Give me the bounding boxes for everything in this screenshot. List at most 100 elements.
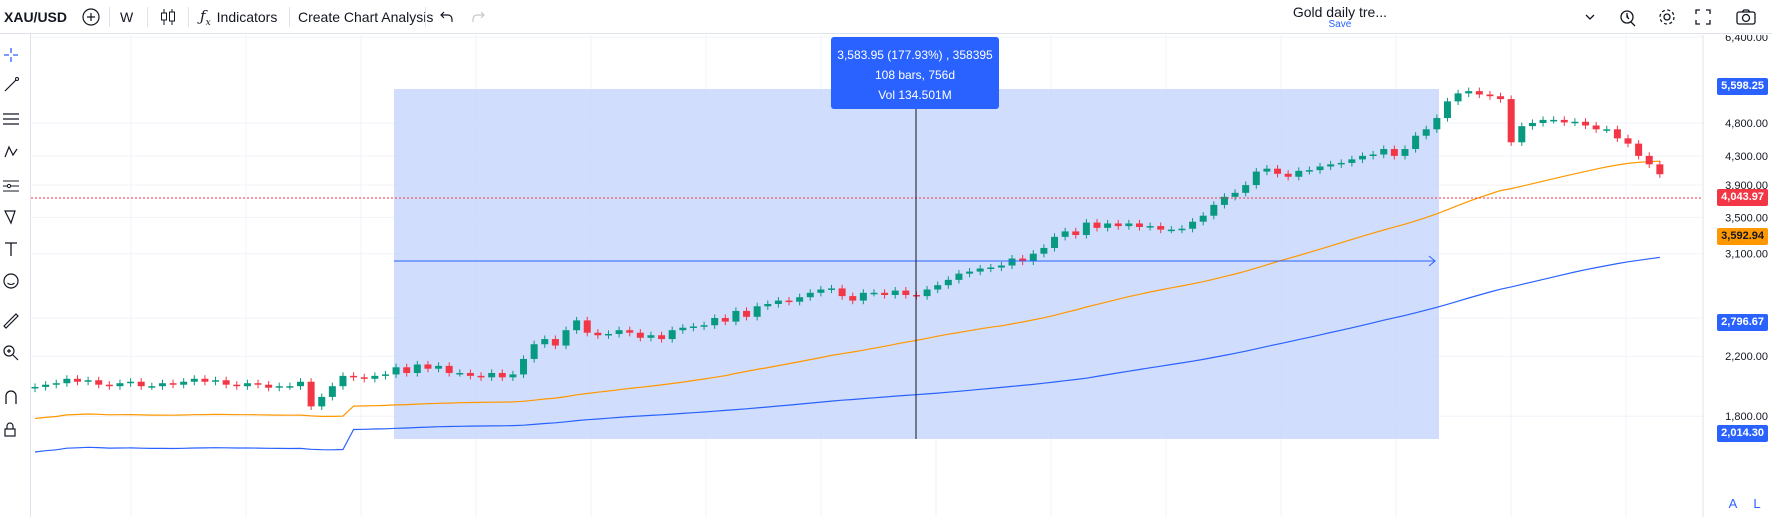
log-scale-button[interactable]: L [1753,495,1761,511]
candle-body [1486,94,1494,97]
lock-tool[interactable] [0,418,22,440]
candle-body [1539,119,1547,123]
redo-button[interactable] [470,0,488,34]
fib-tool[interactable] [0,108,22,130]
measure-volume: Vol 134.501M [878,88,952,102]
candle-body [1093,222,1101,228]
candle-body [955,273,963,280]
candle-body [1359,155,1366,160]
indicators-label: Indicators [216,9,278,25]
candle-body [753,306,761,317]
compare-symbol-button[interactable] [80,0,102,34]
emoji-tool[interactable] [0,270,22,292]
zoom-tool[interactable] [0,342,22,364]
candle-body [1252,171,1260,186]
candle-body [392,367,400,375]
gear-icon [1659,9,1675,25]
alert-button[interactable] [1617,0,1639,34]
candle-body [1189,221,1197,229]
candle-body [859,292,867,301]
fx-icon: ƒx [200,6,211,28]
ruler-tool[interactable] [0,310,22,332]
emoji-icon [3,273,19,289]
magnet-tool[interactable] [0,386,22,408]
price-tag-ma-slow: 2,796.67 [1717,314,1768,331]
indicators-button[interactable]: ƒx Indicators [200,0,277,34]
candle-body [881,292,889,295]
candle-body [838,288,846,297]
auto-scale-button[interactable]: A [1728,495,1738,511]
text-tool[interactable] [0,238,22,260]
price-tag-last: 4,043.97 [1717,189,1768,206]
fullscreen-button[interactable] [1693,0,1713,34]
candlestick-series [31,87,1664,411]
candle-body [1507,99,1515,143]
candle-body [562,330,570,346]
candle-body [1603,129,1611,131]
candle-body [137,381,145,387]
candle-body [1390,149,1398,156]
candle-body [201,378,209,382]
candle-body [52,383,60,385]
candle-body [626,330,634,333]
layout-menu-button[interactable] [1582,0,1598,34]
candle-body [976,268,984,272]
pattern-tool[interactable] [0,140,22,162]
interval-button[interactable]: W [120,9,134,25]
candle-body [1550,119,1558,122]
candle-body [1327,164,1335,167]
candle-body [902,290,910,295]
candle-body [541,339,549,345]
candle-body [63,378,71,384]
ruler-icon [3,313,19,329]
snapshot-button[interactable] [1735,0,1757,34]
candle-body [1029,253,1037,262]
crosshair-tool[interactable] [0,44,22,66]
candle-body [1019,258,1027,262]
candle-body [158,383,166,387]
candle-body [785,300,793,303]
candle-body [180,381,188,385]
brush-tool[interactable] [0,206,22,228]
candle-body [1624,138,1632,144]
settings-button[interactable] [1656,0,1678,34]
pattern-icon [4,145,18,158]
candle-body [1635,143,1643,156]
candles-icon [161,9,175,25]
candle-body [870,292,878,295]
candle-body [1231,192,1239,197]
candle-body [498,372,506,378]
candle-body [42,384,50,387]
candle-body [1422,129,1430,136]
candle-body [679,327,687,331]
candle-body [668,330,676,340]
candle-body [1008,258,1016,266]
candle-body [711,318,719,326]
undo-button[interactable] [437,0,455,34]
price-tick-label: 1,800.00 [1725,411,1768,423]
layout-name-button[interactable]: Gold daily tre... Save [1293,0,1387,34]
alert-clock-icon [1620,10,1636,27]
candle-body [849,296,857,301]
candle-body [743,310,751,317]
text-icon [5,242,17,256]
candle-body [169,383,177,385]
candle-body [328,386,336,397]
candle-body [243,383,251,387]
symbol-search-button[interactable]: XAU/USD [4,9,68,25]
candle-body [1072,231,1080,236]
trend-line-tool[interactable] [0,74,22,96]
chart-type-button[interactable] [158,0,178,34]
candle-body [116,383,124,387]
candle-body [944,279,952,286]
candle-body [1465,91,1473,94]
create-chart-analysis-button[interactable]: Create Chart Analysis [298,9,434,25]
candle-body [1305,170,1313,172]
candle-body [456,372,464,375]
candle-body [1051,236,1059,248]
forecast-tool[interactable] [0,174,22,196]
candle-body [445,365,453,373]
forecast-icon [3,180,19,192]
candle-body [31,386,39,389]
zoom-icon [3,345,19,361]
